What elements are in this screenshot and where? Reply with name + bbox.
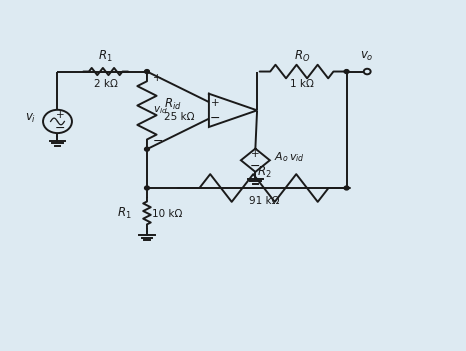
Text: $R_O$: $R_O$	[294, 49, 310, 64]
Circle shape	[344, 69, 349, 73]
Text: $R_2$: $R_2$	[257, 165, 271, 180]
Text: $v_i$: $v_i$	[25, 112, 36, 125]
Text: +: +	[153, 73, 162, 84]
Text: 10 kΩ: 10 kΩ	[152, 209, 183, 219]
Text: $R_1$: $R_1$	[117, 205, 131, 220]
Text: $R_{id}$: $R_{id}$	[164, 97, 182, 112]
Circle shape	[144, 147, 150, 151]
Text: −: −	[250, 160, 260, 173]
Text: −: −	[153, 135, 164, 148]
Text: +: +	[211, 98, 219, 108]
Text: 91 kΩ: 91 kΩ	[249, 196, 279, 206]
Text: −: −	[210, 112, 220, 125]
Text: 1 kΩ: 1 kΩ	[290, 79, 314, 89]
Text: $R_1$: $R_1$	[98, 49, 113, 64]
Text: $v_{id}$: $v_{id}$	[153, 105, 168, 116]
Circle shape	[144, 69, 150, 73]
Text: $v_o$: $v_o$	[360, 50, 374, 63]
Text: 2 kΩ: 2 kΩ	[94, 79, 117, 89]
Text: 25 kΩ: 25 kΩ	[164, 112, 195, 122]
Text: $A_o\,v_{id}$: $A_o\,v_{id}$	[274, 151, 305, 164]
Circle shape	[344, 186, 349, 190]
Circle shape	[144, 186, 150, 190]
Text: −: −	[55, 121, 66, 134]
Text: +: +	[251, 149, 260, 159]
Text: +: +	[56, 110, 65, 120]
